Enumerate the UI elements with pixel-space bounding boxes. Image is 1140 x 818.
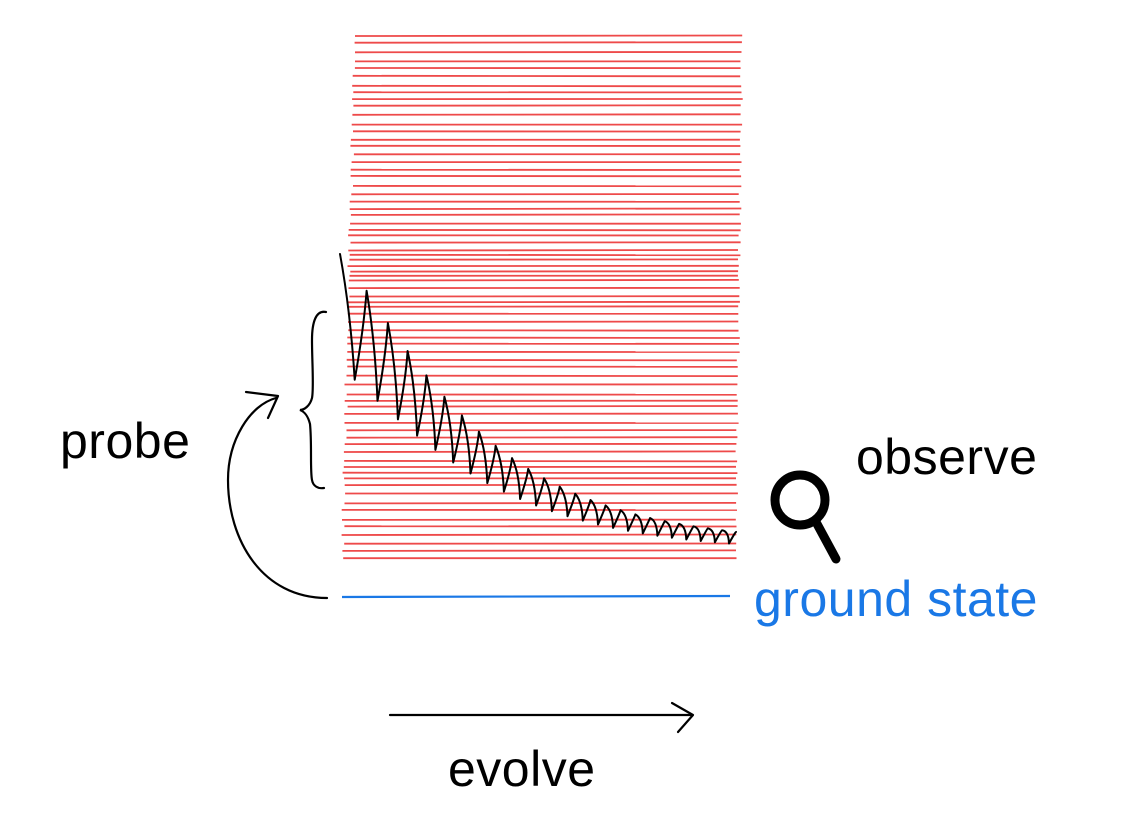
excited-level	[347, 405, 738, 408]
excited-level	[347, 320, 739, 323]
probe-arrowhead	[244, 390, 280, 420]
excited-level	[346, 358, 737, 362]
ground-state-level	[341, 594, 731, 599]
excited-level	[341, 533, 737, 536]
excited-level	[346, 436, 738, 439]
excited-level	[352, 74, 741, 78]
excited-level	[347, 336, 740, 339]
observe-label: observe	[856, 429, 1037, 485]
evolve-label: evolve	[448, 741, 596, 797]
excited-level	[344, 501, 737, 505]
probe-brace	[299, 310, 328, 490]
probe-label: probe	[60, 413, 190, 469]
excited-level	[350, 213, 740, 216]
excited-level	[342, 549, 737, 552]
excited-level	[354, 41, 742, 44]
ground-state-label: ground state	[754, 571, 1038, 627]
excited-level	[352, 84, 742, 88]
excited-level	[348, 249, 739, 252]
excited-level	[348, 278, 739, 282]
excited-level	[349, 207, 742, 211]
excited-level	[348, 329, 739, 332]
excited-levels	[341, 34, 743, 560]
evolve-arrowhead	[670, 701, 695, 734]
excited-level	[346, 305, 739, 308]
probe-arrow	[226, 396, 329, 600]
excited-level	[346, 300, 740, 304]
magnifier-icon	[770, 470, 841, 564]
excited-level	[352, 113, 741, 116]
excited-level	[343, 450, 736, 453]
excitation-scribble	[339, 253, 737, 545]
excited-level	[354, 34, 743, 37]
excited-level	[344, 459, 738, 463]
